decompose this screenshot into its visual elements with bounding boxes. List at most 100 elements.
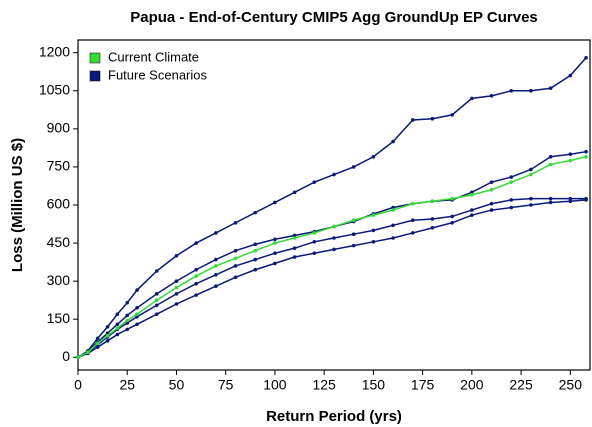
series-point [568,196,573,201]
series-point [489,208,494,212]
series-point [529,203,533,207]
series-point [489,201,494,206]
series-point [115,312,120,316]
series-point [273,200,277,205]
series-point [410,231,415,235]
series-point [351,165,356,169]
series-point [312,231,317,235]
series-point [529,172,533,177]
series-point [332,247,336,252]
y-tick-label: 900 [47,120,71,136]
series-point [410,201,415,206]
series-point [115,326,120,330]
x-tick-label: 175 [411,377,435,393]
x-tick-label: 75 [218,377,234,393]
series-point [509,175,514,179]
series-point [548,162,553,167]
series-point [273,241,277,245]
series-point [430,217,435,221]
series-point [214,264,218,268]
series-point [450,214,454,219]
series-point [233,256,238,261]
series-point [470,193,474,197]
series-point [548,86,553,91]
series-point [76,355,80,360]
series-line [77,199,587,359]
series-point [548,196,553,201]
series-point [584,198,588,202]
series-point [135,314,139,319]
series-point [273,237,277,242]
series-point [125,318,130,323]
series-point [95,345,100,349]
plot-frame [77,39,591,371]
series-line [77,156,587,358]
series-point [194,274,198,278]
series-point [470,190,474,195]
series-point [115,332,120,337]
series-point [509,180,514,184]
series-point [351,243,356,248]
x-tick-label: 225 [509,377,533,393]
series-point [548,154,553,159]
series-point [529,167,533,172]
series-point [125,313,130,318]
y-tick-label: 1050 [39,81,70,97]
series-point [391,139,395,144]
legend-label: Future Scenarios [108,67,207,82]
x-tick-label: 0 [74,377,82,393]
series-point [584,55,588,60]
series-point [509,198,514,202]
series-point [351,232,356,236]
series-point [233,275,238,280]
x-tick-label: 200 [460,377,484,393]
series-point [95,336,100,341]
series-point [584,154,588,159]
series-point [430,116,435,121]
series-point [292,255,297,259]
series-point [470,213,474,217]
series-point [391,208,395,212]
series-point [450,220,454,225]
series-point [253,242,258,247]
x-axis-label: Return Period (yrs) [266,408,402,425]
series-point [174,285,179,290]
series-line [77,197,587,358]
series-point [154,298,159,302]
series-point [470,96,474,101]
series-point [253,267,258,272]
series-point [509,88,514,93]
legend-label: Current Climate [108,49,199,64]
series-point [174,302,179,306]
y-tick-label: 1200 [39,43,70,59]
series-point [391,205,395,210]
series-point [489,180,494,184]
series-point [351,218,356,223]
y-axis-label: Loss (Million US $) [9,138,26,272]
series-point [391,236,395,240]
series-point [95,341,100,346]
series-point [332,236,336,240]
series-point [174,292,179,296]
series-point [529,196,533,201]
series-point [174,279,179,283]
series-point [174,253,179,258]
series-point [253,210,258,215]
series-point [105,325,110,329]
series-point [115,322,120,327]
series-point [194,281,198,286]
series-point [292,233,297,238]
legend-swatch [89,52,101,64]
x-tick-label: 125 [312,377,336,393]
series-point [154,303,159,308]
y-tick-label: 150 [47,310,71,326]
series-point [273,261,277,266]
y-tick-label: 0 [62,348,70,364]
series-line [77,150,587,358]
series-point [214,273,218,277]
series-point [568,158,573,163]
series-point [450,196,454,201]
series-point [568,73,573,78]
series-point [292,190,297,195]
series-point [410,218,415,223]
